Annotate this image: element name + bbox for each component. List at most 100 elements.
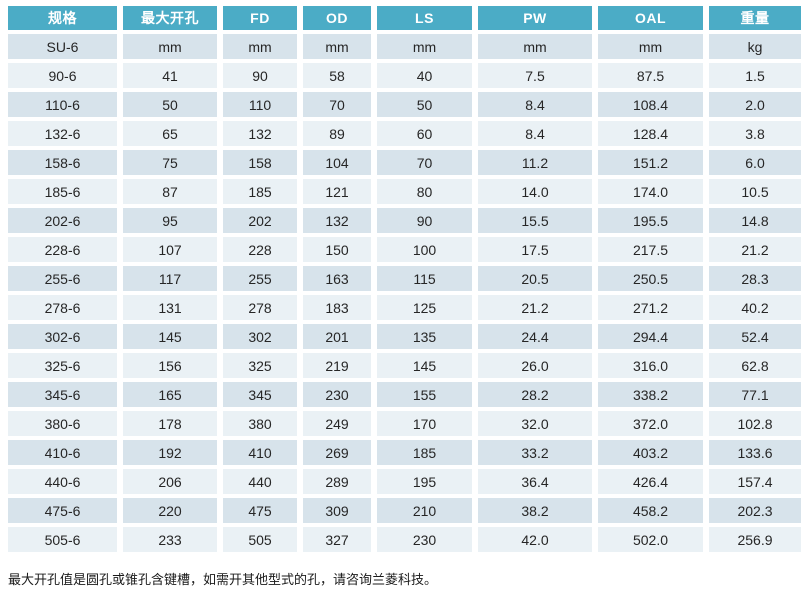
table-row: 325-6 156 325 219 145 26.0 316.0 62.8 <box>8 353 801 378</box>
spec-table: 规格 最大开孔 FD OD LS PW OAL 重量 SU-6 mm mm mm mm mm mm kg 90… <box>2 2 807 556</box>
cell-max-bore: 156 <box>123 353 217 378</box>
cell-fd: 325 <box>223 353 297 378</box>
cell-weight: 21.2 <box>709 237 801 262</box>
cell-fd: 302 <box>223 324 297 349</box>
table-row: 380-6 178 380 249 170 32.0 372.0 102.8 <box>8 411 801 436</box>
cell-pw: 21.2 <box>478 295 592 320</box>
cell-ls: 115 <box>377 266 472 291</box>
cell-ls: 125 <box>377 295 472 320</box>
table-row: 255-6 117 255 163 115 20.5 250.5 28.3 <box>8 266 801 291</box>
cell-oal: 151.2 <box>598 150 703 175</box>
table-row: 345-6 165 345 230 155 28.2 338.2 77.1 <box>8 382 801 407</box>
table-row: 410-6 192 410 269 185 33.2 403.2 133.6 <box>8 440 801 465</box>
cell-oal: 403.2 <box>598 440 703 465</box>
column-header-fd: FD <box>223 6 297 30</box>
cell-oal: 217.5 <box>598 237 703 262</box>
cell-weight: 6.0 <box>709 150 801 175</box>
column-header-weight: 重量 <box>709 6 801 30</box>
cell-spec: 158-6 <box>8 150 117 175</box>
cell-od: 327 <box>303 527 371 552</box>
cell-fd: 202 <box>223 208 297 233</box>
cell-spec: 110-6 <box>8 92 117 117</box>
cell-max-bore: 117 <box>123 266 217 291</box>
cell-ls: 155 <box>377 382 472 407</box>
cell-ls: 135 <box>377 324 472 349</box>
column-header-od: OD <box>303 6 371 30</box>
cell-spec: 345-6 <box>8 382 117 407</box>
column-header-oal: OAL <box>598 6 703 30</box>
table-row: 158-6 75 158 104 70 11.2 151.2 6.0 <box>8 150 801 175</box>
cell-weight: 3.8 <box>709 121 801 146</box>
cell-ls: 170 <box>377 411 472 436</box>
cell-weight: 40.2 <box>709 295 801 320</box>
cell-ls: 70 <box>377 150 472 175</box>
table-row: 278-6 131 278 183 125 21.2 271.2 40.2 <box>8 295 801 320</box>
cell-weight: 133.6 <box>709 440 801 465</box>
cell-spec: 185-6 <box>8 179 117 204</box>
cell-pw: 11.2 <box>478 150 592 175</box>
unit-cell-max-bore: mm <box>123 34 217 59</box>
column-header-pw: PW <box>478 6 592 30</box>
cell-od: 163 <box>303 266 371 291</box>
cell-max-bore: 165 <box>123 382 217 407</box>
cell-weight: 62.8 <box>709 353 801 378</box>
unit-cell-pw: mm <box>478 34 592 59</box>
unit-row: SU-6 mm mm mm mm mm mm kg <box>8 34 801 59</box>
cell-oal: 338.2 <box>598 382 703 407</box>
table-row: 228-6 107 228 150 100 17.5 217.5 21.2 <box>8 237 801 262</box>
cell-oal: 195.5 <box>598 208 703 233</box>
cell-spec: 505-6 <box>8 527 117 552</box>
cell-ls: 90 <box>377 208 472 233</box>
cell-pw: 7.5 <box>478 63 592 88</box>
table-row: 110-6 50 110 70 50 8.4 108.4 2.0 <box>8 92 801 117</box>
unit-cell-oal: mm <box>598 34 703 59</box>
cell-max-bore: 233 <box>123 527 217 552</box>
cell-od: 230 <box>303 382 371 407</box>
cell-oal: 87.5 <box>598 63 703 88</box>
header-row: 规格 最大开孔 FD OD LS PW OAL 重量 <box>8 6 801 30</box>
cell-oal: 250.5 <box>598 266 703 291</box>
cell-spec: 410-6 <box>8 440 117 465</box>
cell-pw: 32.0 <box>478 411 592 436</box>
cell-ls: 145 <box>377 353 472 378</box>
cell-pw: 8.4 <box>478 92 592 117</box>
cell-oal: 502.0 <box>598 527 703 552</box>
cell-ls: 50 <box>377 92 472 117</box>
table-row: 185-6 87 185 121 80 14.0 174.0 10.5 <box>8 179 801 204</box>
cell-spec: 90-6 <box>8 63 117 88</box>
cell-fd: 505 <box>223 527 297 552</box>
cell-max-bore: 75 <box>123 150 217 175</box>
table-row: 132-6 65 132 89 60 8.4 128.4 3.8 <box>8 121 801 146</box>
cell-od: 249 <box>303 411 371 436</box>
unit-cell-weight: kg <box>709 34 801 59</box>
cell-spec: 202-6 <box>8 208 117 233</box>
cell-weight: 202.3 <box>709 498 801 523</box>
unit-cell-ls: mm <box>377 34 472 59</box>
cell-ls: 210 <box>377 498 472 523</box>
cell-max-bore: 178 <box>123 411 217 436</box>
cell-fd: 410 <box>223 440 297 465</box>
table-row: 505-6 233 505 327 230 42.0 502.0 256.9 <box>8 527 801 552</box>
cell-pw: 36.4 <box>478 469 592 494</box>
cell-oal: 108.4 <box>598 92 703 117</box>
cell-oal: 271.2 <box>598 295 703 320</box>
cell-od: 183 <box>303 295 371 320</box>
cell-pw: 14.0 <box>478 179 592 204</box>
cell-fd: 228 <box>223 237 297 262</box>
cell-od: 121 <box>303 179 371 204</box>
table-head: 规格 最大开孔 FD OD LS PW OAL 重量 <box>8 6 801 30</box>
unit-cell-od: mm <box>303 34 371 59</box>
cell-od: 269 <box>303 440 371 465</box>
cell-od: 70 <box>303 92 371 117</box>
cell-fd: 345 <box>223 382 297 407</box>
cell-weight: 157.4 <box>709 469 801 494</box>
cell-od: 58 <box>303 63 371 88</box>
cell-oal: 372.0 <box>598 411 703 436</box>
cell-spec: 255-6 <box>8 266 117 291</box>
table-row: 202-6 95 202 132 90 15.5 195.5 14.8 <box>8 208 801 233</box>
cell-fd: 185 <box>223 179 297 204</box>
cell-od: 132 <box>303 208 371 233</box>
cell-fd: 158 <box>223 150 297 175</box>
cell-max-bore: 206 <box>123 469 217 494</box>
cell-spec: 440-6 <box>8 469 117 494</box>
